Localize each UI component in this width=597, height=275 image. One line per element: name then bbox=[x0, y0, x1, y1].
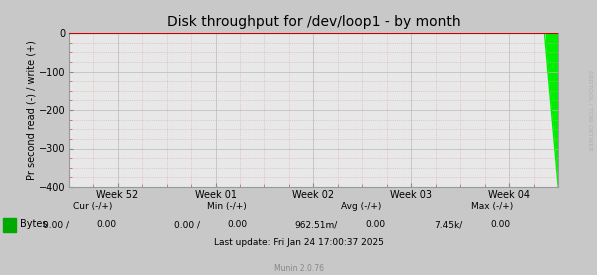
Text: Bytes: Bytes bbox=[20, 219, 47, 229]
Title: Disk throughput for /dev/loop1 - by month: Disk throughput for /dev/loop1 - by mont… bbox=[167, 15, 460, 29]
Text: 0.00: 0.00 bbox=[365, 220, 385, 229]
Text: Max (-/+): Max (-/+) bbox=[472, 202, 513, 211]
Text: Avg (-/+): Avg (-/+) bbox=[341, 202, 381, 211]
Text: 0.00: 0.00 bbox=[227, 220, 248, 229]
Text: Cur (-/+): Cur (-/+) bbox=[73, 202, 112, 211]
Text: 0.00 /: 0.00 / bbox=[42, 220, 69, 229]
Text: Last update: Fri Jan 24 17:00:37 2025: Last update: Fri Jan 24 17:00:37 2025 bbox=[214, 238, 383, 247]
Text: 962.51m/: 962.51m/ bbox=[294, 220, 337, 229]
Text: Min (-/+): Min (-/+) bbox=[207, 202, 247, 211]
Text: Munin 2.0.76: Munin 2.0.76 bbox=[273, 264, 324, 273]
Text: 0.00: 0.00 bbox=[490, 220, 510, 229]
Y-axis label: Pr second read (-) / write (+): Pr second read (-) / write (+) bbox=[26, 40, 36, 180]
Text: 0.00: 0.00 bbox=[96, 220, 116, 229]
Text: RRDTOOL / TOBI OETIKER: RRDTOOL / TOBI OETIKER bbox=[587, 70, 592, 150]
Text: 0.00 /: 0.00 / bbox=[174, 220, 200, 229]
Text: 7.45k/: 7.45k/ bbox=[435, 220, 463, 229]
